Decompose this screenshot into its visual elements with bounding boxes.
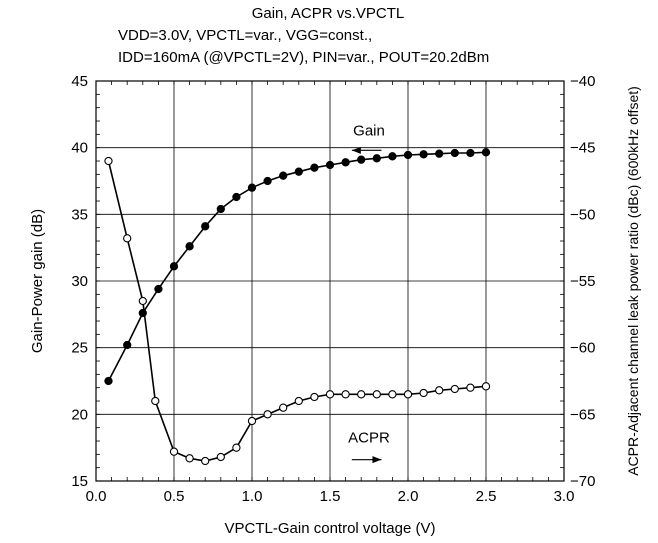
gain-point	[123, 340, 132, 350]
plot-frame	[95, 80, 565, 482]
y2-axis-label: ACPR-Adjacent channel leak power ratio (…	[625, 86, 641, 476]
series-line-gain	[107, 151, 487, 382]
series-group	[104, 148, 491, 466]
acpr-point	[435, 386, 444, 395]
acpr-point	[247, 416, 257, 426]
y2-tick-label: −45	[570, 140, 595, 157]
annotation-gain-arrowhead	[351, 146, 361, 154]
gain-point	[388, 152, 397, 161]
acpr-point	[201, 456, 210, 466]
acpr-point	[294, 396, 303, 406]
y2-tick-label: −55	[570, 273, 595, 290]
gain-point	[104, 376, 113, 386]
y-tick-label: 15	[71, 473, 88, 490]
acpr-point	[263, 410, 272, 419]
acpr-point	[169, 447, 179, 456]
acpr-point	[341, 390, 350, 399]
acpr-point	[279, 403, 288, 412]
gain-point	[201, 222, 210, 231]
gain-point	[232, 192, 241, 202]
gain-point	[154, 284, 163, 294]
gain-point	[466, 148, 475, 158]
gain-point	[419, 150, 428, 159]
gain-point	[481, 148, 491, 157]
annotation-gain-label: Gain	[353, 123, 385, 140]
acpr-point	[185, 454, 194, 463]
chart-title: Gain, ACPR vs.VPCTL	[252, 5, 405, 22]
x-axis-label: VPCTL-Gain control voltage (V)	[225, 520, 436, 537]
y2-tick-label: −70	[570, 473, 595, 490]
y-tick-label: 35	[71, 206, 88, 223]
series-acpr	[104, 156, 491, 466]
gain-point	[310, 163, 319, 172]
acpr-point	[104, 156, 113, 166]
acpr-point	[357, 390, 366, 399]
acpr-point	[216, 452, 225, 462]
gain-point	[185, 242, 194, 251]
y-tick-label: 30	[71, 273, 88, 290]
gain-point	[357, 155, 366, 164]
acpr-point	[232, 443, 241, 452]
x-tick-label: 3.0	[554, 488, 575, 505]
x-tick-label: 0.5	[164, 488, 185, 505]
annotation-acpr-label: ACPR	[348, 429, 390, 446]
x-tick-label: 1.5	[320, 488, 341, 505]
gain-point	[372, 154, 381, 163]
chart-subtitle-line-2: IDD=160mA (@VPCTL=2V), PIN=var., POUT=20…	[118, 49, 489, 66]
y-tick-label: 40	[71, 140, 88, 157]
gain-point	[247, 183, 257, 192]
gain-point	[216, 204, 225, 214]
x-tick-label: 2.5	[476, 488, 497, 505]
y2-tick-label: −40	[570, 73, 595, 90]
gain-point	[263, 176, 272, 186]
acpr-point	[450, 384, 459, 394]
gain-point	[341, 158, 350, 167]
acpr-point	[403, 390, 413, 399]
grid	[96, 81, 564, 481]
acpr-point	[419, 388, 428, 398]
acpr-point	[372, 390, 381, 399]
gain-point	[169, 262, 179, 271]
acpr-point	[123, 234, 132, 243]
gain-point	[450, 148, 459, 158]
gain-point	[279, 171, 288, 180]
annotations: Gain ACPR	[348, 123, 390, 464]
chart-subtitle-line-1: VDD=3.0V, VPCTL=var., VGG=const.,	[118, 27, 372, 44]
y2-tick-label: −65	[570, 406, 595, 423]
gain-point	[435, 149, 444, 158]
x-tick-label: 0.0	[86, 488, 107, 505]
y-tick-label: 45	[71, 73, 88, 90]
acpr-point	[138, 296, 147, 306]
series-line-acpr	[107, 160, 487, 462]
acpr-point	[481, 382, 491, 391]
gain-point	[294, 167, 303, 176]
y-tick-label: 25	[71, 340, 88, 357]
gain-point	[403, 150, 413, 160]
annotation-acpr-arrowhead	[372, 456, 382, 464]
acpr-point	[151, 396, 160, 406]
y2-tick-label: −50	[570, 206, 595, 223]
y-axis-label: Gain-Power gain (dB)	[29, 209, 46, 353]
axis-ticks: 0.0 0.5 1.0 1.5 2.0 2.5 3.0 15 20 25 30 35 40 45 −70 −6…	[71, 73, 595, 505]
acpr-point	[310, 392, 319, 402]
acpr-point	[325, 390, 335, 399]
gain-point	[325, 160, 335, 170]
acpr-point	[466, 383, 475, 392]
x-tick-label: 2.0	[398, 488, 419, 505]
y-tick-label: 20	[71, 406, 88, 423]
series-gain	[104, 148, 491, 386]
x-tick-label: 1.0	[242, 488, 263, 505]
acpr-point	[388, 390, 397, 399]
y2-tick-label: −60	[570, 340, 595, 357]
